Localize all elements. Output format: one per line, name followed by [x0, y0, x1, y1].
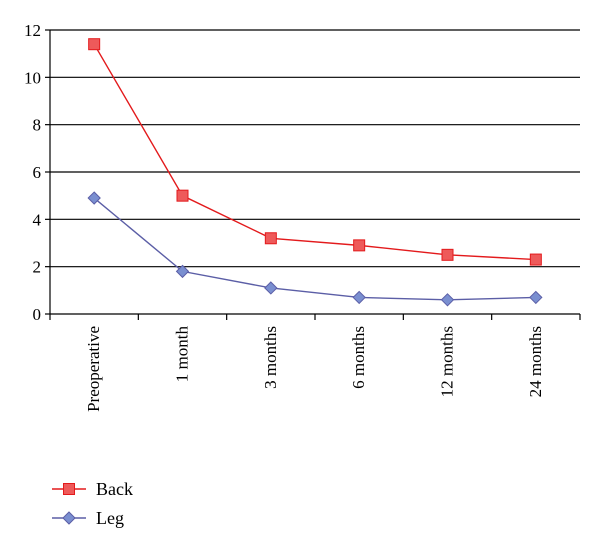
legend-label-leg: Leg: [96, 508, 124, 528]
grid-lines: [50, 29, 580, 268]
data-point-leg: [264, 281, 278, 295]
legend-item-back: Back: [52, 479, 133, 499]
data-point-back: [353, 239, 366, 252]
series-line-back: [93, 43, 536, 261]
y-tick-label: 8: [33, 116, 42, 135]
x-tick-labels: Preoperative 1 month 3 months 6 months 12 mo…: [84, 326, 545, 412]
data-point-back: [88, 38, 101, 51]
y-tick-label: 10: [24, 68, 41, 87]
x-tick-label: 24 months: [526, 326, 545, 397]
data-point-back: [176, 189, 189, 202]
data-point-back: [529, 253, 542, 266]
y-tick-label: 6: [33, 163, 42, 182]
legend-item-leg: Leg: [52, 508, 124, 528]
y-tick-label: 0: [33, 305, 42, 324]
x-tick-label: Preoperative: [84, 326, 103, 412]
data-point-back: [264, 232, 277, 245]
y-tick-label: 12: [24, 21, 41, 40]
series-leg: [87, 191, 543, 307]
axes: [45, 29, 581, 320]
data-point-leg: [87, 191, 101, 205]
data-point-leg: [529, 290, 543, 305]
x-tick-label: 12 months: [438, 326, 457, 397]
series-back: [88, 38, 542, 266]
legend: Back Leg: [52, 479, 133, 528]
y-tick-label: 4: [33, 210, 42, 229]
legend-marker-leg: [62, 511, 76, 525]
series: [87, 38, 543, 307]
legend-label-back: Back: [96, 479, 133, 499]
y-tick-label: 2: [33, 258, 42, 277]
x-tick-label: 1 month: [173, 326, 192, 383]
x-tick-label: 3 months: [261, 326, 280, 389]
x-tick-label: 6 months: [349, 326, 368, 389]
y-tick-labels: 0 2 4 6 8 10 12: [24, 21, 42, 324]
data-point-leg: [352, 290, 366, 305]
legend-marker-back: [63, 483, 75, 495]
data-point-leg: [440, 293, 455, 307]
data-point-leg: [175, 264, 190, 279]
series-line-leg: [93, 197, 536, 301]
data-point-back: [441, 248, 454, 261]
